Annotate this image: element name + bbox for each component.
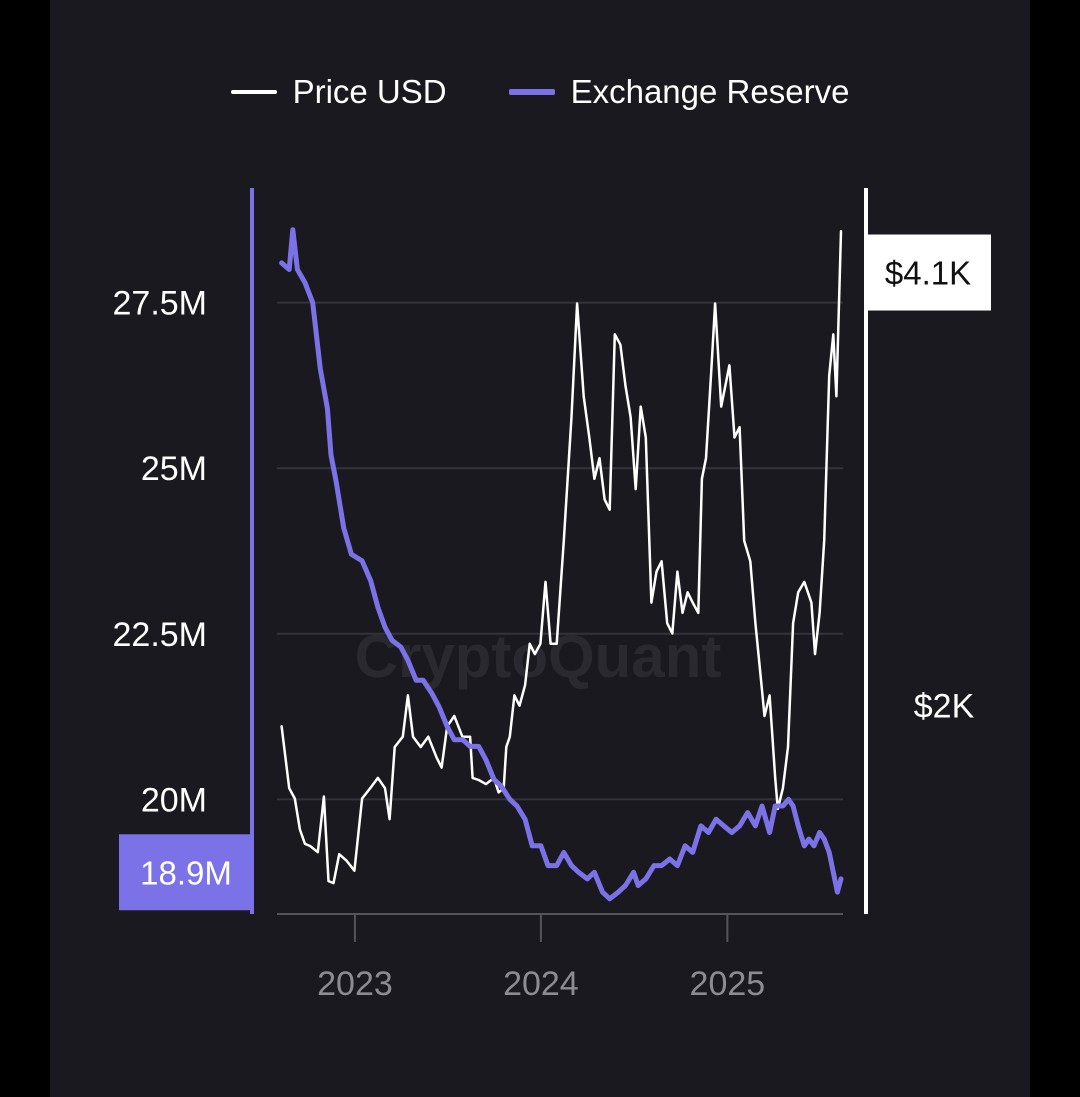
legend-swatch-price xyxy=(230,90,277,94)
legend-label-reserve: Exchange Reserve xyxy=(570,73,850,110)
exchange-reserve-line xyxy=(279,227,844,902)
legend-label-price: Price USD xyxy=(292,73,447,110)
current-reserve-label: 18.9M xyxy=(140,854,232,891)
legend-swatch-reserve xyxy=(508,89,555,95)
right-tick-label: $2K xyxy=(914,688,975,726)
legend: Price USD Exchange Reserve xyxy=(0,68,1080,116)
current-reserve-badge xyxy=(119,834,252,911)
left-tick-label: 25M xyxy=(141,450,207,488)
x-tick-label: 2025 xyxy=(690,965,766,1003)
left-tick-label: 27.5M xyxy=(113,285,208,323)
x-tick-label: 2024 xyxy=(503,965,579,1003)
legend-item-price[interactable]: Price USD xyxy=(230,73,447,111)
price-usd-line xyxy=(280,230,843,885)
left-tick-label: 22.5M xyxy=(113,616,208,654)
x-tick-label: 2023 xyxy=(317,965,393,1003)
left-tick-label: 20M xyxy=(141,781,207,819)
current-price-label: $4.1K xyxy=(885,255,971,292)
legend-item-reserve[interactable]: Exchange Reserve xyxy=(508,73,850,111)
current-price-badge xyxy=(866,234,991,311)
